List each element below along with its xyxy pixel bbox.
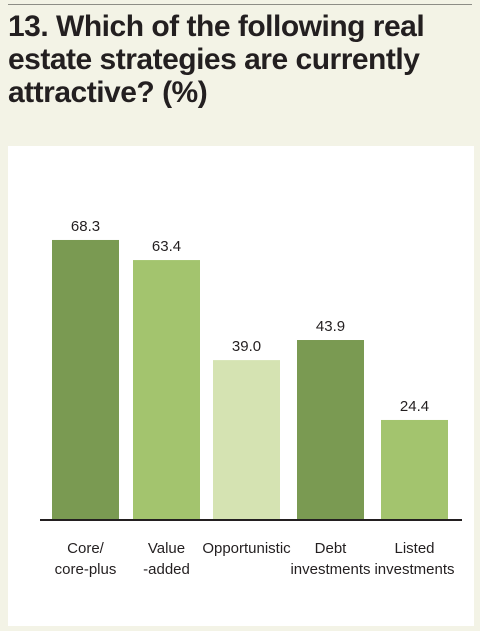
- bar-1: [133, 260, 200, 520]
- bar-0: [52, 239, 119, 520]
- bar-value-label-1: 63.4: [152, 238, 181, 255]
- category-label-line: investments: [290, 561, 370, 578]
- category-label-3: Debt investments: [290, 540, 370, 578]
- category-label-0: Core/core-plus: [55, 540, 117, 578]
- category-label-line: Listed: [394, 540, 434, 557]
- bar-value-label-0: 68.3: [71, 218, 100, 235]
- category-label-line: Opportunistic: [202, 540, 291, 557]
- bar-4: [381, 419, 448, 520]
- category-label-line: Value: [148, 540, 185, 557]
- bar-value-label-3: 43.9: [316, 318, 345, 335]
- category-label-4: Listed investments: [374, 540, 454, 578]
- bar-2: [213, 360, 280, 520]
- bar-value-label-2: 39.0: [232, 338, 261, 355]
- category-label-line: Debt: [315, 540, 348, 557]
- top-rule: [8, 4, 472, 5]
- bars-group: [52, 239, 448, 520]
- category-label-line: -added: [143, 561, 190, 578]
- category-label-line: Core/: [67, 540, 105, 557]
- bar-3: [297, 340, 364, 520]
- value-labels-group: 68.3 63.4 39.0 43.9 24.4: [71, 218, 429, 415]
- category-label-1: Value -added: [143, 540, 190, 578]
- chart-title: 13. Which of the following real estate s…: [8, 10, 425, 109]
- category-label-2: Opportunistic: [202, 540, 291, 557]
- category-label-line: core-plus: [55, 561, 117, 578]
- bar-value-label-4: 24.4: [400, 398, 429, 415]
- category-label-line: investments: [374, 561, 454, 578]
